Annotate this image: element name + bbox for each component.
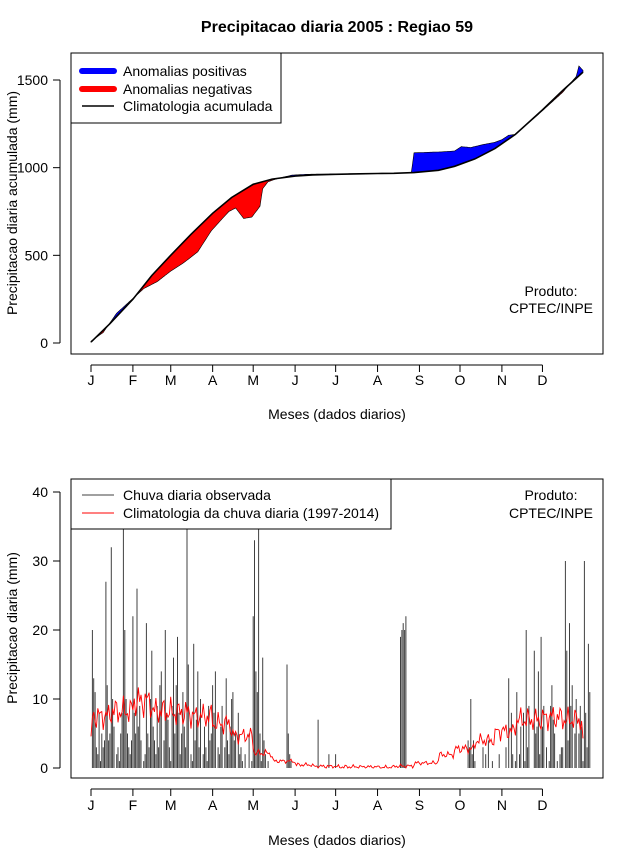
legend-2: Chuva diaria observada Climatologia da c… (70, 478, 392, 530)
x-tick-label-2-10: N (497, 797, 507, 813)
x-tick-label-5: J (292, 372, 299, 388)
y-tick-label-2-1: 10 (32, 691, 48, 707)
legend-positive: Anomalias positivas (123, 63, 247, 79)
x-tick-label-8: S (415, 372, 424, 388)
y-tick-label-2-4: 40 (32, 484, 48, 500)
x-tick-label-2-11: D (537, 797, 547, 813)
x-tick-label-2-9: O (455, 797, 466, 813)
x-tick-label-6: J (332, 372, 339, 388)
x-tick-label-2-2: M (165, 797, 177, 813)
y-tick-label-3: 1500 (17, 72, 48, 88)
product-credit-2: Produto: CPTEC/INPE (509, 487, 593, 521)
x-axis-label-2: Meses (dados diarios) (268, 832, 406, 848)
chart-title: Precipitacao diaria 2005 : Regiao 59 (201, 19, 473, 36)
y-axis-label: Precipitacao diaria acumulada (mm) (4, 91, 20, 315)
y-axis-label-2: Precipitacao diaria (mm) (4, 552, 20, 704)
y-axis: 0 500 1000 1500 (17, 72, 61, 351)
product-credit: Produto: CPTEC/INPE (509, 283, 593, 316)
product-source-2: CPTEC/INPE (509, 505, 593, 521)
x-tick-label-2-1: F (129, 797, 138, 813)
y-tick-label-0: 0 (40, 335, 48, 351)
x-tick-label-4: M (247, 372, 259, 388)
x-tick-label-2-8: S (415, 797, 424, 813)
x-tick-label-1: F (129, 372, 138, 388)
product-source: CPTEC/INPE (509, 300, 593, 316)
y-tick-label-1: 500 (25, 247, 49, 263)
y-tick-label-2-2: 20 (32, 622, 48, 638)
x-tick-label-2-7: A (373, 797, 383, 813)
x-tick-label-2-0: J (88, 797, 95, 813)
product-label-2: Produto: (525, 487, 578, 503)
x-tick-label-11: D (537, 372, 547, 388)
y-tick-label-2: 1000 (17, 160, 48, 176)
climatology-daily-line (90, 687, 584, 770)
y-tick-label-2-3: 30 (32, 553, 48, 569)
legend-climatology: Climatologia acumulada (123, 98, 273, 114)
legend-negative: Anomalias negativas (123, 81, 252, 97)
y-axis-2: 0 10 20 30 40 (32, 484, 61, 776)
x-tick-label-10: N (497, 372, 507, 388)
y-tick-label-2-0: 0 (40, 760, 48, 776)
plot-frame (70, 52, 604, 355)
climatology-cumulative-line (90, 71, 584, 343)
negative-anomaly-area-3 (134, 178, 278, 299)
x-tick-label-2-3: A (208, 797, 218, 813)
x-tick-label-9: O (455, 372, 466, 388)
daily-chart: 0 10 20 30 40 J F M A M J J A S O N D Meses (dados diar… (4, 478, 604, 848)
legend-clim-daily: Climatologia da chuva diaria (1997-2014) (123, 505, 379, 521)
x-tick-label-2-4: M (247, 797, 259, 813)
observed-bars (91, 519, 591, 768)
x-tick-label-2-5: J (292, 797, 299, 813)
x-tick-label-2: M (165, 372, 177, 388)
x-tick-label-3: A (208, 372, 218, 388)
product-label: Produto: (525, 283, 578, 299)
x-tick-label-2-6: J (332, 797, 339, 813)
legend: Anomalias positivas Anomalias negativas … (70, 52, 282, 124)
x-tick-label-7: A (373, 372, 383, 388)
cumulative-chart: 0 500 1000 1500 J F M A M J J A S O N D Meses (dados d… (4, 52, 604, 422)
x-axis-label: Meses (dados diarios) (268, 406, 406, 422)
x-tick-label-0: J (88, 372, 95, 388)
legend-observed: Chuva diaria observada (123, 487, 271, 503)
